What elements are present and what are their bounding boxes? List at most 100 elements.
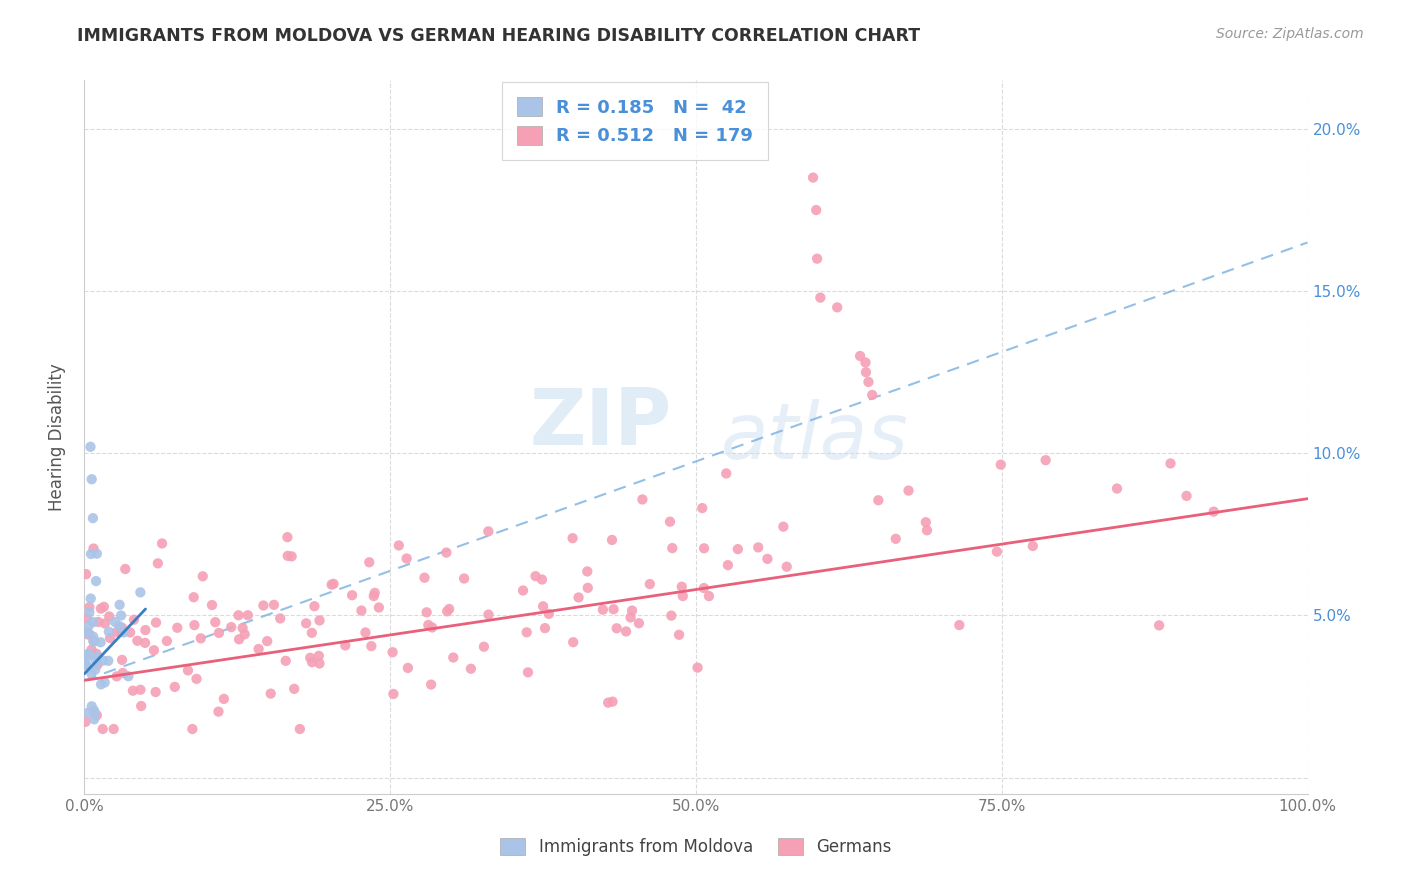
Point: [638, 577, 661, 591]
Point: [413, 571, 436, 585]
Point: [304, 599, 326, 614]
Point: [477, 607, 499, 622]
Point: [776, 559, 799, 574]
Point: [75, 648, 97, 662]
Point: [260, 687, 283, 701]
Point: [252, 599, 274, 613]
Point: [134, 636, 156, 650]
Point: [129, 682, 152, 697]
Point: [671, 580, 693, 594]
Point: [308, 614, 330, 628]
Point: [986, 544, 1008, 558]
Point: [263, 598, 285, 612]
Point: [697, 589, 720, 603]
Point: [111, 665, 134, 680]
Point: [80, 591, 103, 606]
Point: [747, 541, 769, 555]
Point: [280, 549, 302, 564]
Point: [269, 611, 291, 625]
Point: [177, 664, 200, 678]
Point: [108, 598, 131, 612]
Point: [93, 675, 115, 690]
Point: [79, 600, 101, 615]
Point: [364, 586, 387, 600]
Point: [308, 657, 330, 671]
Point: [97, 654, 120, 668]
Point: [382, 687, 405, 701]
Point: [274, 654, 297, 668]
Point: [114, 562, 136, 576]
Point: [75, 626, 97, 640]
Point: [117, 669, 139, 683]
Point: [77, 647, 100, 661]
Point: [80, 666, 103, 681]
Point: [82, 541, 104, 556]
Point: [350, 603, 373, 617]
Point: [110, 624, 132, 639]
Point: [228, 608, 250, 623]
Point: [512, 583, 534, 598]
Point: [395, 551, 418, 566]
Point: [627, 616, 650, 631]
Point: [93, 599, 115, 614]
Point: [76, 611, 98, 625]
Point: [283, 681, 305, 696]
Point: [1147, 618, 1170, 632]
Point: [80, 642, 103, 657]
Point: [716, 467, 738, 481]
Point: [884, 532, 907, 546]
Point: [247, 642, 270, 657]
Point: [437, 602, 460, 616]
Point: [80, 699, 103, 714]
Point: [516, 625, 538, 640]
Point: [948, 618, 970, 632]
Point: [1202, 505, 1225, 519]
Point: [145, 615, 167, 630]
Point: [354, 625, 377, 640]
Point: [201, 598, 224, 612]
Point: [77, 706, 100, 720]
Point: [915, 523, 938, 537]
Point: [1105, 482, 1128, 496]
Point: [592, 602, 614, 616]
Point: [661, 541, 683, 555]
Point: [602, 602, 624, 616]
Point: [76, 627, 98, 641]
Point: [233, 627, 256, 641]
Point: [420, 620, 443, 634]
Point: [75, 657, 97, 672]
Point: [1035, 453, 1057, 467]
Point: [112, 625, 135, 640]
Point: [420, 677, 443, 691]
Point: [388, 539, 411, 553]
Point: [534, 621, 557, 635]
Point: [756, 552, 779, 566]
Point: [808, 291, 831, 305]
Point: [598, 696, 620, 710]
Point: [82, 615, 104, 629]
Point: [256, 634, 278, 648]
Point: [690, 501, 713, 516]
Point: [77, 627, 100, 641]
Point: [104, 615, 127, 629]
Point: [90, 601, 112, 615]
Point: [576, 581, 599, 595]
Point: [308, 648, 330, 663]
Point: [77, 618, 100, 632]
Point: [631, 492, 654, 507]
Point: [825, 301, 848, 315]
Point: [80, 547, 103, 561]
Point: [186, 672, 208, 686]
Point: [806, 202, 828, 217]
Point: [228, 632, 250, 647]
Point: [156, 634, 179, 648]
Point: [693, 581, 716, 595]
Point: [1022, 539, 1045, 553]
Point: [277, 549, 299, 563]
Point: [621, 603, 644, 617]
Point: [453, 572, 475, 586]
Point: [232, 621, 254, 635]
Point: [868, 493, 890, 508]
Point: [524, 569, 547, 583]
Point: [441, 650, 464, 665]
